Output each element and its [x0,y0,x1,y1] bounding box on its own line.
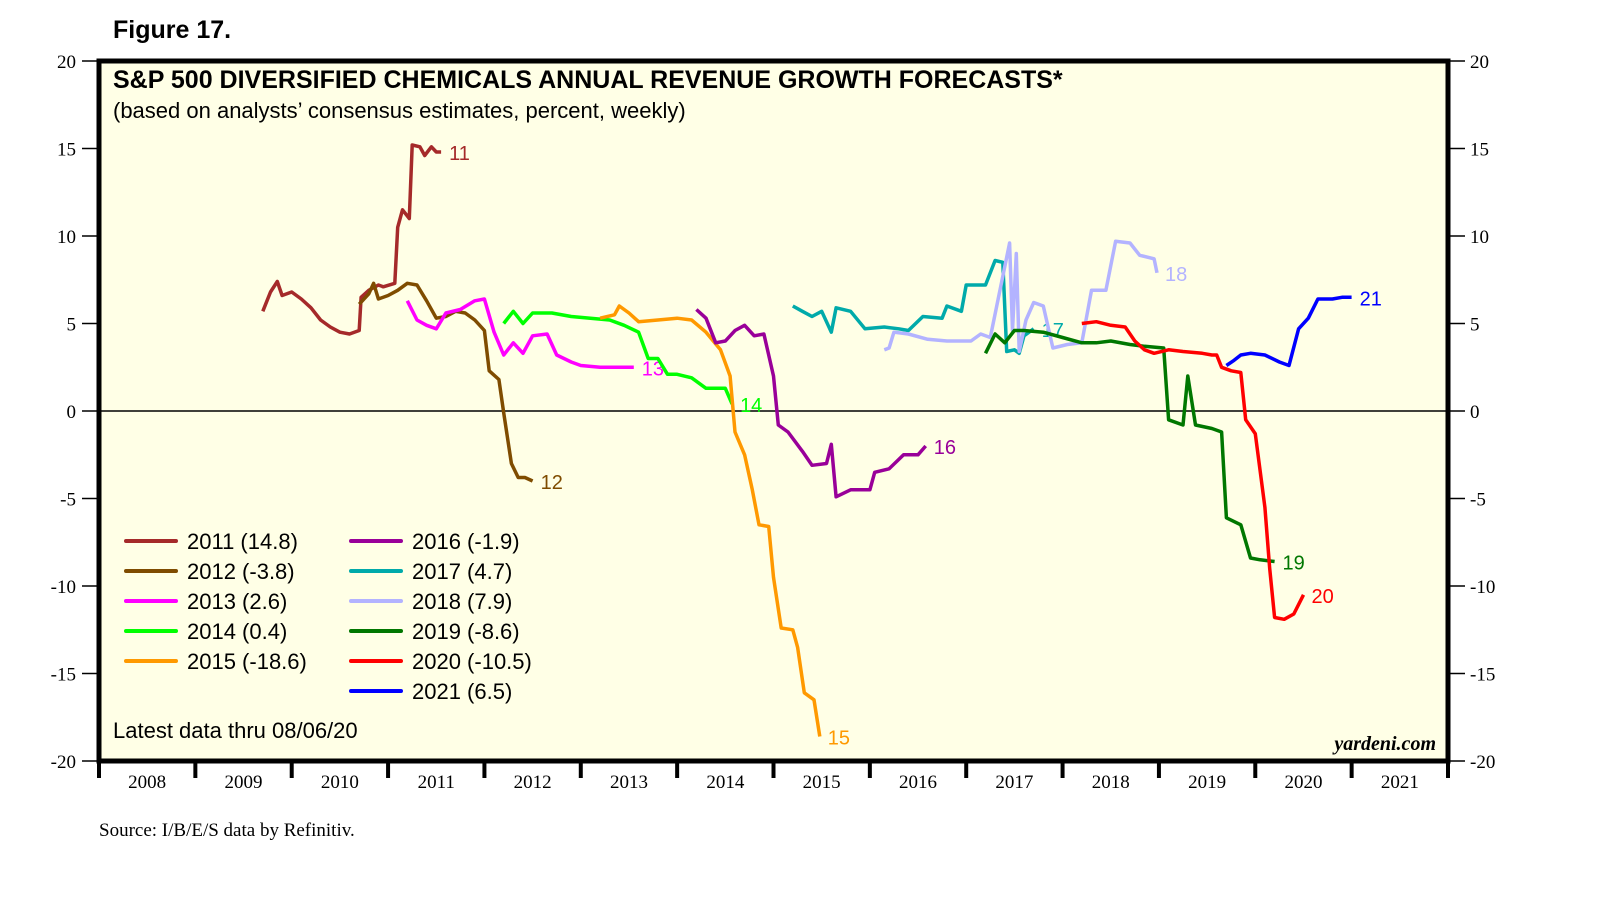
y-tick-label-left: -15 [51,665,76,686]
y-axis-left: 20 15 10 5 0 -5 -10 -15 -20 [51,52,99,773]
series-line-2016 [695,308,928,499]
x-axis: 2008 2009 2010 2011 2012 2013 2014 2015 2016 2017… [97,761,1450,793]
series-end-label-2016: 16 [934,437,956,459]
legend-label-2017: 2017 (4.7) [412,559,512,584]
x-tick-label: 2019 [1188,772,1226,793]
x-tick-label: 2018 [1092,772,1130,793]
series-end-label-2011: 11 [449,143,470,165]
series-line-2021 [1225,295,1352,368]
series-line-2020 [1081,319,1306,622]
y-tick-label-left: 15 [57,140,76,161]
series-line-2019 [983,328,1275,564]
x-tick-label: 2013 [610,772,648,793]
series-line-2017 [791,258,1035,356]
x-tick-label: 2012 [514,772,552,793]
legend-label-2015: 2015 (-18.6) [187,649,307,674]
y-tick-label-left: 0 [67,402,77,423]
legend-label-2011: 2011 (14.8) [187,529,298,554]
x-tick-label: 2009 [225,772,263,793]
legend-label-2014: 2014 (0.4) [187,619,287,644]
figure-label: Figure 17. [113,16,232,44]
y-tick-label-right: -20 [1470,752,1495,773]
y-tick-label-left: -20 [51,752,76,773]
x-tick-label: 2021 [1381,772,1419,793]
y-tick-label-right: -15 [1470,665,1495,686]
series-line-2018 [883,239,1159,354]
series-end-label-2018: 18 [1165,264,1187,286]
y-tick-label-left: -5 [60,490,76,511]
x-tick-label: 2020 [1284,772,1322,793]
x-tick-label: 2010 [321,772,359,793]
brand-label: yardeni.com [1332,733,1436,755]
x-tick-label: 2011 [418,772,455,793]
series-end-label-2013: 13 [642,358,664,380]
y-tick-label-left: 20 [57,52,76,73]
chart-title: S&P 500 DIVERSIFIED CHEMICALS ANNUAL REV… [113,66,1063,94]
series-line-2014 [502,309,734,405]
legend-label-2019: 2019 (-8.6) [412,619,520,644]
x-tick-label: 2014 [706,772,745,793]
source-note: Source: I/B/E/S data by Refinitiv. [99,820,355,841]
series-end-label-2019: 19 [1283,553,1305,575]
series-end-label-2021: 21 [1360,288,1382,310]
y-tick-label-right: 0 [1470,402,1480,423]
series-line-2013 [405,297,634,370]
series-line-2012 [357,281,534,483]
y-tick-label-right: -10 [1470,577,1495,598]
x-tick-label: 2016 [899,772,937,793]
series-line-2011 [261,143,442,336]
legend-label-2012: 2012 (-3.8) [187,559,295,584]
y-axis-right: 20 15 10 5 0 -5 -10 -15 -20 [1448,52,1495,773]
series-end-label-2015: 15 [828,728,850,750]
x-tick-label: 2008 [128,772,166,793]
latest-data-note: Latest data thru 08/06/20 [113,718,358,743]
series-line-2015 [599,304,822,737]
legend-label-2021: 2021 (6.5) [412,679,512,704]
y-tick-label-right: -5 [1470,490,1486,511]
legend-label-2016: 2016 (-1.9) [412,529,520,554]
y-tick-label-right: 20 [1470,52,1489,73]
series-end-label-2014: 14 [740,395,762,417]
y-tick-label-right: 5 [1470,315,1480,336]
series-end-label-2020: 20 [1311,586,1333,608]
plot-frame [96,58,1451,764]
legend-label-2013: 2013 (2.6) [187,589,287,614]
chart-subtitle: (based on analysts’ consensus estimates,… [113,98,686,123]
y-tick-label-left: -10 [51,577,76,598]
y-tick-label-left: 10 [57,227,76,248]
y-tick-label-left: 5 [67,315,77,336]
legend-label-2020: 2020 (-10.5) [412,649,532,674]
series-end-label-2012: 12 [541,472,563,494]
legend-label-2018: 2018 (7.9) [412,589,512,614]
y-tick-label-right: 15 [1470,140,1489,161]
x-tick-label: 2015 [803,772,841,793]
x-tick-label: 2017 [995,772,1033,793]
y-tick-label-right: 10 [1470,227,1489,248]
legend: 2011 (14.8) 2012 (-3.8) 2013 (2.6) 2014 (0.… [124,529,532,704]
